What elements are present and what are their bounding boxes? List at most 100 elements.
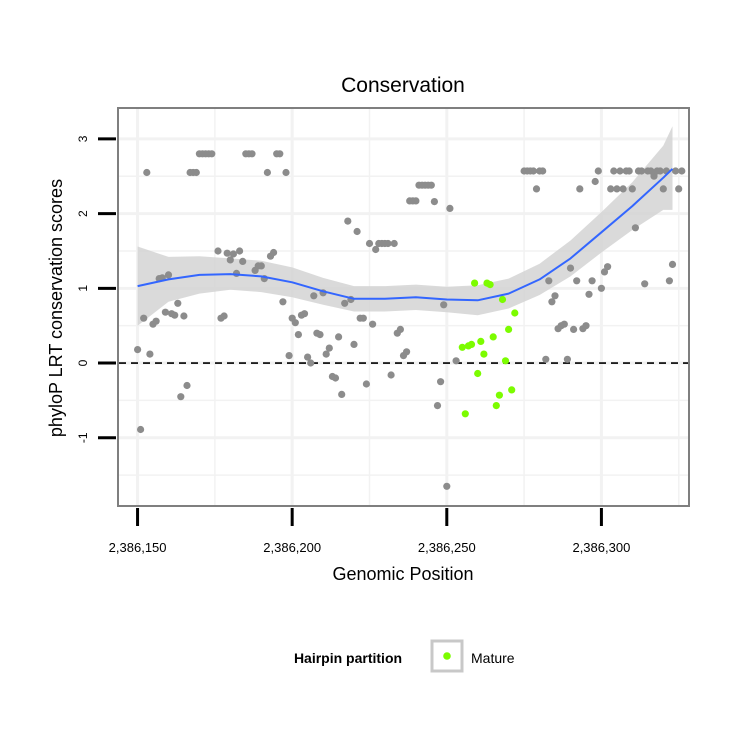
- mature-point: [495, 391, 503, 399]
- other-point: [214, 247, 222, 255]
- x-axis: 2,386,150 2,386,200 2,386,250 2,386,300: [109, 508, 630, 555]
- y-tick-label: 2: [76, 210, 90, 217]
- x-tick-label: 2,386,300: [572, 540, 630, 555]
- other-point: [625, 167, 633, 175]
- legend-title: Hairpin partition: [294, 650, 402, 666]
- other-point: [387, 371, 395, 379]
- other-point: [322, 350, 330, 358]
- other-point: [223, 249, 231, 257]
- other-point: [369, 320, 377, 328]
- mature-point: [505, 325, 513, 333]
- mature-point: [480, 350, 488, 358]
- other-point: [532, 185, 541, 193]
- other-point: [585, 290, 593, 298]
- other-point: [220, 312, 228, 320]
- other-point: [171, 311, 179, 319]
- other-point: [446, 204, 454, 212]
- other-point: [613, 185, 621, 193]
- other-point: [316, 331, 324, 339]
- other-point: [529, 167, 538, 175]
- smooth-trend: [137, 168, 674, 302]
- other-point: [672, 167, 680, 175]
- mature-points: [458, 279, 519, 418]
- other-point: [545, 277, 553, 285]
- other-point: [146, 350, 154, 358]
- other-point: [143, 168, 151, 177]
- other-point: [304, 353, 312, 361]
- other-point: [390, 239, 398, 248]
- other-point: [335, 333, 343, 341]
- other-point: [628, 185, 636, 193]
- other-point: [548, 298, 556, 306]
- other-point: [610, 167, 618, 175]
- other-point: [440, 301, 448, 309]
- mature-point: [477, 337, 485, 345]
- other-point: [576, 185, 584, 193]
- mature-point: [474, 369, 482, 378]
- other-point: [365, 239, 374, 248]
- other-point: [294, 331, 302, 339]
- other-point: [403, 348, 411, 356]
- other-point: [307, 359, 315, 367]
- other-point: [656, 167, 664, 175]
- other-point: [137, 425, 145, 434]
- other-point: [331, 374, 340, 382]
- mature-point: [471, 279, 479, 287]
- other-point: [285, 352, 293, 360]
- other-point: [270, 248, 278, 257]
- mature-point: [486, 281, 494, 289]
- other-point: [582, 322, 590, 330]
- other-point: [638, 167, 646, 175]
- other-point: [192, 168, 200, 177]
- other-point: [396, 325, 404, 333]
- mature-point: [508, 386, 516, 394]
- other-point: [668, 260, 677, 268]
- mature-point: [498, 295, 507, 304]
- other-point: [433, 402, 442, 410]
- other-point: [570, 325, 578, 333]
- y-tick-label: 1: [76, 285, 90, 292]
- other-point: [177, 393, 185, 401]
- other-point: [325, 344, 333, 352]
- other-point: [616, 167, 624, 175]
- other-point: [164, 271, 173, 279]
- other-point: [452, 357, 460, 365]
- other-point: [134, 346, 142, 354]
- other-point: [437, 378, 445, 386]
- y-tick-label: 3: [76, 135, 90, 142]
- other-point: [236, 247, 244, 255]
- other-point: [239, 257, 247, 265]
- other-point: [282, 168, 290, 177]
- other-point: [588, 277, 596, 285]
- other-point: [594, 167, 602, 175]
- mature-point: [467, 340, 476, 348]
- other-point: [338, 390, 346, 398]
- other-point: [430, 198, 438, 206]
- confidence-band-area: [137, 126, 673, 326]
- other-point: [659, 185, 667, 193]
- other-point: [279, 298, 287, 306]
- other-point: [161, 308, 169, 316]
- other-point: [257, 262, 265, 270]
- other-points: [134, 150, 686, 490]
- y-tick-label: -1: [76, 432, 90, 443]
- other-point: [665, 277, 674, 285]
- other-point: [248, 150, 256, 158]
- other-point: [353, 227, 361, 236]
- other-point: [372, 245, 380, 254]
- other-point: [174, 299, 182, 307]
- other-point: [140, 314, 148, 322]
- mature-point: [489, 333, 497, 341]
- other-point: [539, 167, 547, 175]
- y-axis-label: phyloP LRT conservation scores: [46, 179, 66, 437]
- other-point: [647, 167, 655, 175]
- other-point: [276, 150, 284, 158]
- mature-point: [511, 309, 519, 317]
- other-point: [427, 181, 435, 189]
- other-point: [443, 482, 451, 490]
- other-point: [650, 172, 658, 180]
- other-point: [300, 310, 309, 318]
- other-point: [566, 264, 575, 272]
- other-point: [600, 268, 609, 276]
